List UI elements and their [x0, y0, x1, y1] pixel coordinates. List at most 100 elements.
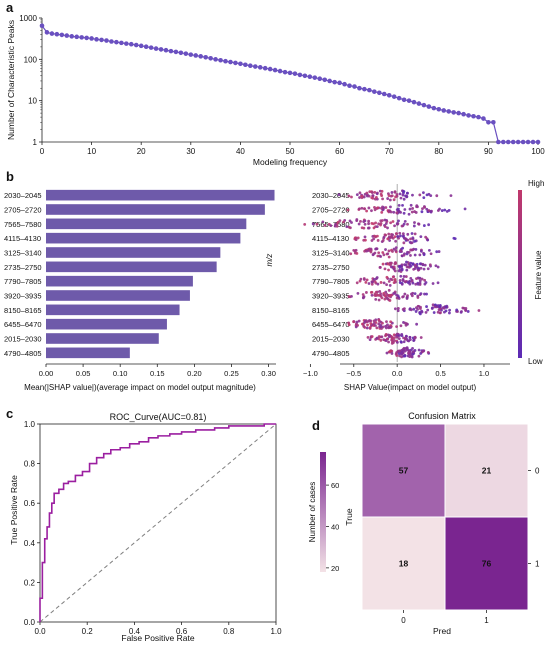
beeswarm-point [364, 280, 368, 284]
cases-colorbar-tick-label: 40 [331, 522, 339, 531]
beeswarm-point [406, 232, 410, 236]
beeswarm-point [394, 195, 397, 199]
panel-a-xtick-label: 30 [186, 147, 195, 156]
beeswarm-point [357, 319, 361, 323]
panel-a-point [352, 84, 357, 89]
panel-a-point [386, 92, 392, 98]
beeswarm-point [366, 335, 370, 339]
beeswarm-point [389, 320, 393, 324]
beeswarm-point [402, 241, 406, 245]
panel-a-point [391, 94, 397, 99]
beeswarm-xtick-label: −0.5 [346, 369, 361, 378]
beeswarm-point [370, 290, 374, 294]
beeswarm-point [381, 251, 385, 254]
beeswarm-point [342, 220, 345, 224]
importance-bar [46, 189, 275, 201]
panel-a-point [163, 47, 169, 53]
beeswarm-point [409, 276, 413, 280]
beeswarm-point [418, 307, 422, 310]
beeswarm-point [411, 346, 414, 350]
beeswarm-point [376, 206, 380, 210]
roc-xtick-label: 1.0 [270, 627, 282, 636]
importance-bar [46, 318, 167, 330]
beeswarm-point [449, 194, 453, 197]
beeswarm-point [367, 319, 371, 323]
beeswarm-point [423, 278, 427, 282]
panel-a-point [203, 54, 208, 60]
beeswarm-point [440, 209, 444, 212]
beeswarm-point [423, 282, 427, 286]
beeswarm-point [426, 238, 430, 242]
beeswarm-point [416, 304, 420, 308]
beeswarm-point [373, 293, 377, 297]
beeswarm-point [425, 292, 428, 296]
beeswarm-point [383, 233, 387, 237]
beeswarm-point [419, 352, 423, 355]
beeswarm-point [369, 322, 373, 325]
panel-a-point [515, 139, 521, 145]
beeswarm-point [403, 208, 407, 211]
confusion-ylabel: True [344, 508, 354, 525]
beeswarm-point [418, 281, 422, 285]
beeswarm-point [421, 207, 424, 211]
importance-xtick-label: 0.20 [187, 369, 202, 378]
beeswarm-point [401, 193, 405, 197]
beeswarm-point [426, 267, 430, 271]
beeswarm-point [379, 338, 383, 342]
beeswarm-point [388, 209, 391, 213]
beeswarm-point [447, 208, 451, 212]
beeswarm-point [401, 203, 404, 207]
panel-a-point [416, 101, 422, 106]
beeswarm-point [417, 222, 420, 226]
panel-a-point [500, 139, 506, 145]
panel-a-point [347, 83, 352, 89]
beeswarm-point [387, 340, 390, 344]
beeswarm-point [386, 192, 390, 195]
panel-a-point [188, 52, 194, 57]
panel-a-point [213, 57, 218, 62]
beeswarm-point [378, 266, 382, 269]
panel-a-point [357, 85, 362, 91]
panel-a-point [476, 114, 481, 120]
beeswarm-point [353, 249, 357, 253]
beeswarm-point [372, 278, 376, 281]
panel-a-point [466, 113, 471, 118]
beeswarm-point [431, 303, 435, 307]
panel-a-point [505, 139, 511, 145]
beeswarm-point [420, 310, 424, 314]
beeswarm-point [412, 307, 416, 311]
beeswarm-point [400, 282, 404, 286]
panel-a-point [59, 32, 65, 38]
panel-a-xtick-label: 10 [87, 147, 96, 156]
beeswarm-point [413, 292, 417, 296]
beeswarm-point [413, 349, 417, 352]
importance-bar [46, 333, 159, 344]
panel-a-ytick-label: 1 [33, 138, 38, 147]
beeswarm-point [404, 263, 408, 267]
panel-a-point [381, 91, 387, 97]
roc-xtick-label: 0.0 [34, 627, 46, 636]
beeswarm-category-label: 4790–4805 [312, 349, 350, 358]
panel-d: d Confusion Matrix 57 21 18 76 0 1 0 1 Pred Tru… [308, 411, 540, 636]
beeswarm-point [350, 195, 353, 199]
cases-colorbar-ticks: 20 40 60 [326, 481, 339, 573]
beeswarm-point [385, 320, 388, 324]
beeswarm-point [374, 235, 377, 238]
beeswarm-point [390, 352, 394, 355]
beeswarm-ylabel: m/z [265, 254, 274, 267]
confusion-cell-value: 18 [399, 559, 409, 569]
beeswarm-point [418, 312, 422, 316]
beeswarm-point [385, 283, 388, 287]
roc-diagonal-reference [39, 423, 277, 623]
beeswarm-point [365, 278, 369, 282]
beeswarm-point [434, 264, 438, 268]
beeswarm-point [413, 253, 417, 257]
beeswarm-point [385, 275, 389, 279]
beeswarm-point [389, 262, 393, 265]
beeswarm-point [394, 246, 398, 249]
beeswarm-point [361, 296, 365, 299]
beeswarm-point [411, 236, 415, 240]
confusion-cell [361, 423, 446, 518]
beeswarm-point [377, 298, 381, 302]
